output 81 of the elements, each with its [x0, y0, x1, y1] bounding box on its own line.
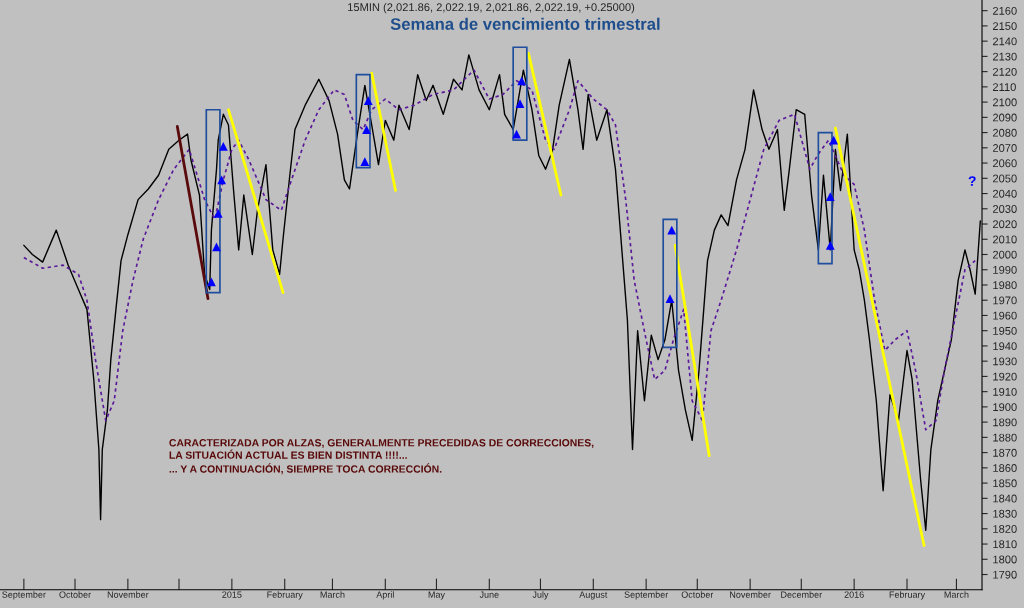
y-tick-label: 2050: [992, 174, 1017, 183]
point: [825, 192, 835, 201]
y-tick-label: 2080: [992, 128, 1017, 137]
y-tick-label: 2070: [992, 144, 1017, 152]
y-tick-label: 1890: [993, 418, 1017, 427]
x-tick-label: October: [59, 591, 91, 598]
x-tick-label: August: [579, 591, 608, 600]
y-tick-label: 1990: [993, 266, 1017, 274]
x-tick-label: October: [681, 591, 714, 598]
bar: [512, 46, 528, 142]
y-tick-label: 1830: [993, 509, 1017, 518]
point: [362, 125, 371, 134]
x-tick-label: November: [730, 591, 771, 598]
bar: [817, 131, 833, 265]
y-tick-label: 2060: [992, 159, 1017, 168]
bar: [662, 218, 678, 349]
y-tick-label: 2100: [992, 98, 1017, 107]
y-tick-label: 1800: [993, 555, 1017, 564]
annotation: CARACTERIZADA POR ALZAS, GENERALMENTE PRECEDIDAS DE CORRECCIONES, LA SITUACIÓN ACTUAL ES BIEN DISTINTA !!!!... ... Y A CONTINUACIÓN, SIEMPRE TOCA CORRECCIÓN.: [169, 439, 594, 475]
annotation: ?: [968, 176, 976, 186]
y-tick-label: 1960: [993, 311, 1017, 320]
x-tick-label: 2015: [222, 591, 242, 598]
point: [360, 157, 370, 166]
x-tick-label: May: [428, 591, 445, 600]
point: [218, 141, 228, 151]
y-tick-label: 1970: [993, 296, 1017, 305]
point: [213, 208, 223, 218]
y-tick-label: 1850: [993, 479, 1017, 488]
y-tick-label: 1820: [993, 525, 1017, 533]
chart-subtitle: 15MIN (2,021.86, 2,022.19, 2,021.86, 2,022.19, +0.25000): [348, 2, 635, 14]
point: [825, 240, 835, 250]
x-tick-label: April: [376, 591, 394, 600]
point: [515, 99, 525, 109]
line-series: [23, 69, 977, 431]
x-tick-label: December: [781, 591, 822, 598]
x-tick-label: September: [624, 591, 669, 600]
point: [212, 242, 221, 252]
y-tick-label: 1870: [993, 448, 1017, 457]
y-tick-label: 1950: [993, 326, 1017, 335]
y-tick-label: 1910: [993, 387, 1017, 396]
y-tick-label: 2150: [992, 22, 1017, 31]
x-tick-label: 2016: [844, 591, 864, 598]
point: [667, 225, 677, 235]
y-tick-label: 2110: [992, 83, 1016, 91]
y-tick-label: 2120: [992, 67, 1017, 76]
x-tick-label: June: [479, 591, 499, 598]
point: [665, 294, 675, 304]
text: Semana de vencimiento trimestral: [390, 17, 660, 30]
x-tick-label: September: [2, 591, 46, 600]
bar: [205, 108, 221, 294]
y-tick-label: 1880: [993, 433, 1017, 442]
y-tick-label: 2030: [992, 205, 1017, 213]
y-tick-label: 2140: [992, 37, 1017, 46]
y-tick-label: 1790: [993, 570, 1017, 579]
point: [829, 135, 839, 145]
bar: [355, 73, 371, 169]
point: [207, 277, 216, 287]
y-tick-label: 1940: [993, 342, 1017, 351]
x-tick-label: March: [944, 591, 969, 598]
y-tick-label: 2000: [992, 250, 1017, 259]
point: [217, 175, 227, 185]
x-tick-label: July: [532, 591, 549, 600]
x-tick-label: February: [889, 591, 926, 600]
y-tick-label: 1860: [993, 464, 1017, 472]
point: [363, 96, 373, 105]
y-tick-label: 1920: [993, 372, 1017, 381]
y-tick-label: 2090: [992, 113, 1017, 122]
y-tick-label: 1930: [993, 357, 1017, 366]
y-tick-label: 1980: [993, 281, 1017, 290]
y-tick-label: 2020: [992, 220, 1017, 229]
x-tick-label: March: [320, 591, 345, 598]
y-tick-label: 1900: [993, 403, 1017, 412]
y-tick-label: 2010: [992, 235, 1017, 244]
y-tick-label: 2130: [992, 52, 1017, 61]
point: [517, 76, 527, 86]
y-tick-label: 1810: [993, 540, 1017, 549]
x-tick-label: November: [107, 591, 149, 598]
x-tick-label: February: [267, 591, 303, 600]
y-tick-label: 2040: [992, 189, 1017, 198]
y-tick-label: 1840: [993, 494, 1017, 503]
y-tick-label: 2160: [992, 6, 1017, 15]
